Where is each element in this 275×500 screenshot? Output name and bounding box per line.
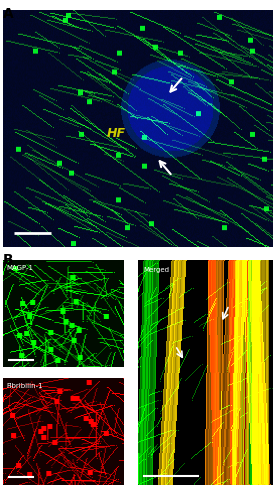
Text: Fibribilin-1: Fibribilin-1 bbox=[6, 383, 43, 389]
Text: B: B bbox=[3, 252, 13, 266]
Text: A: A bbox=[3, 8, 13, 22]
Text: HF: HF bbox=[106, 127, 125, 140]
Text: MAGP-1: MAGP-1 bbox=[6, 266, 33, 272]
Text: Merged: Merged bbox=[143, 267, 169, 273]
